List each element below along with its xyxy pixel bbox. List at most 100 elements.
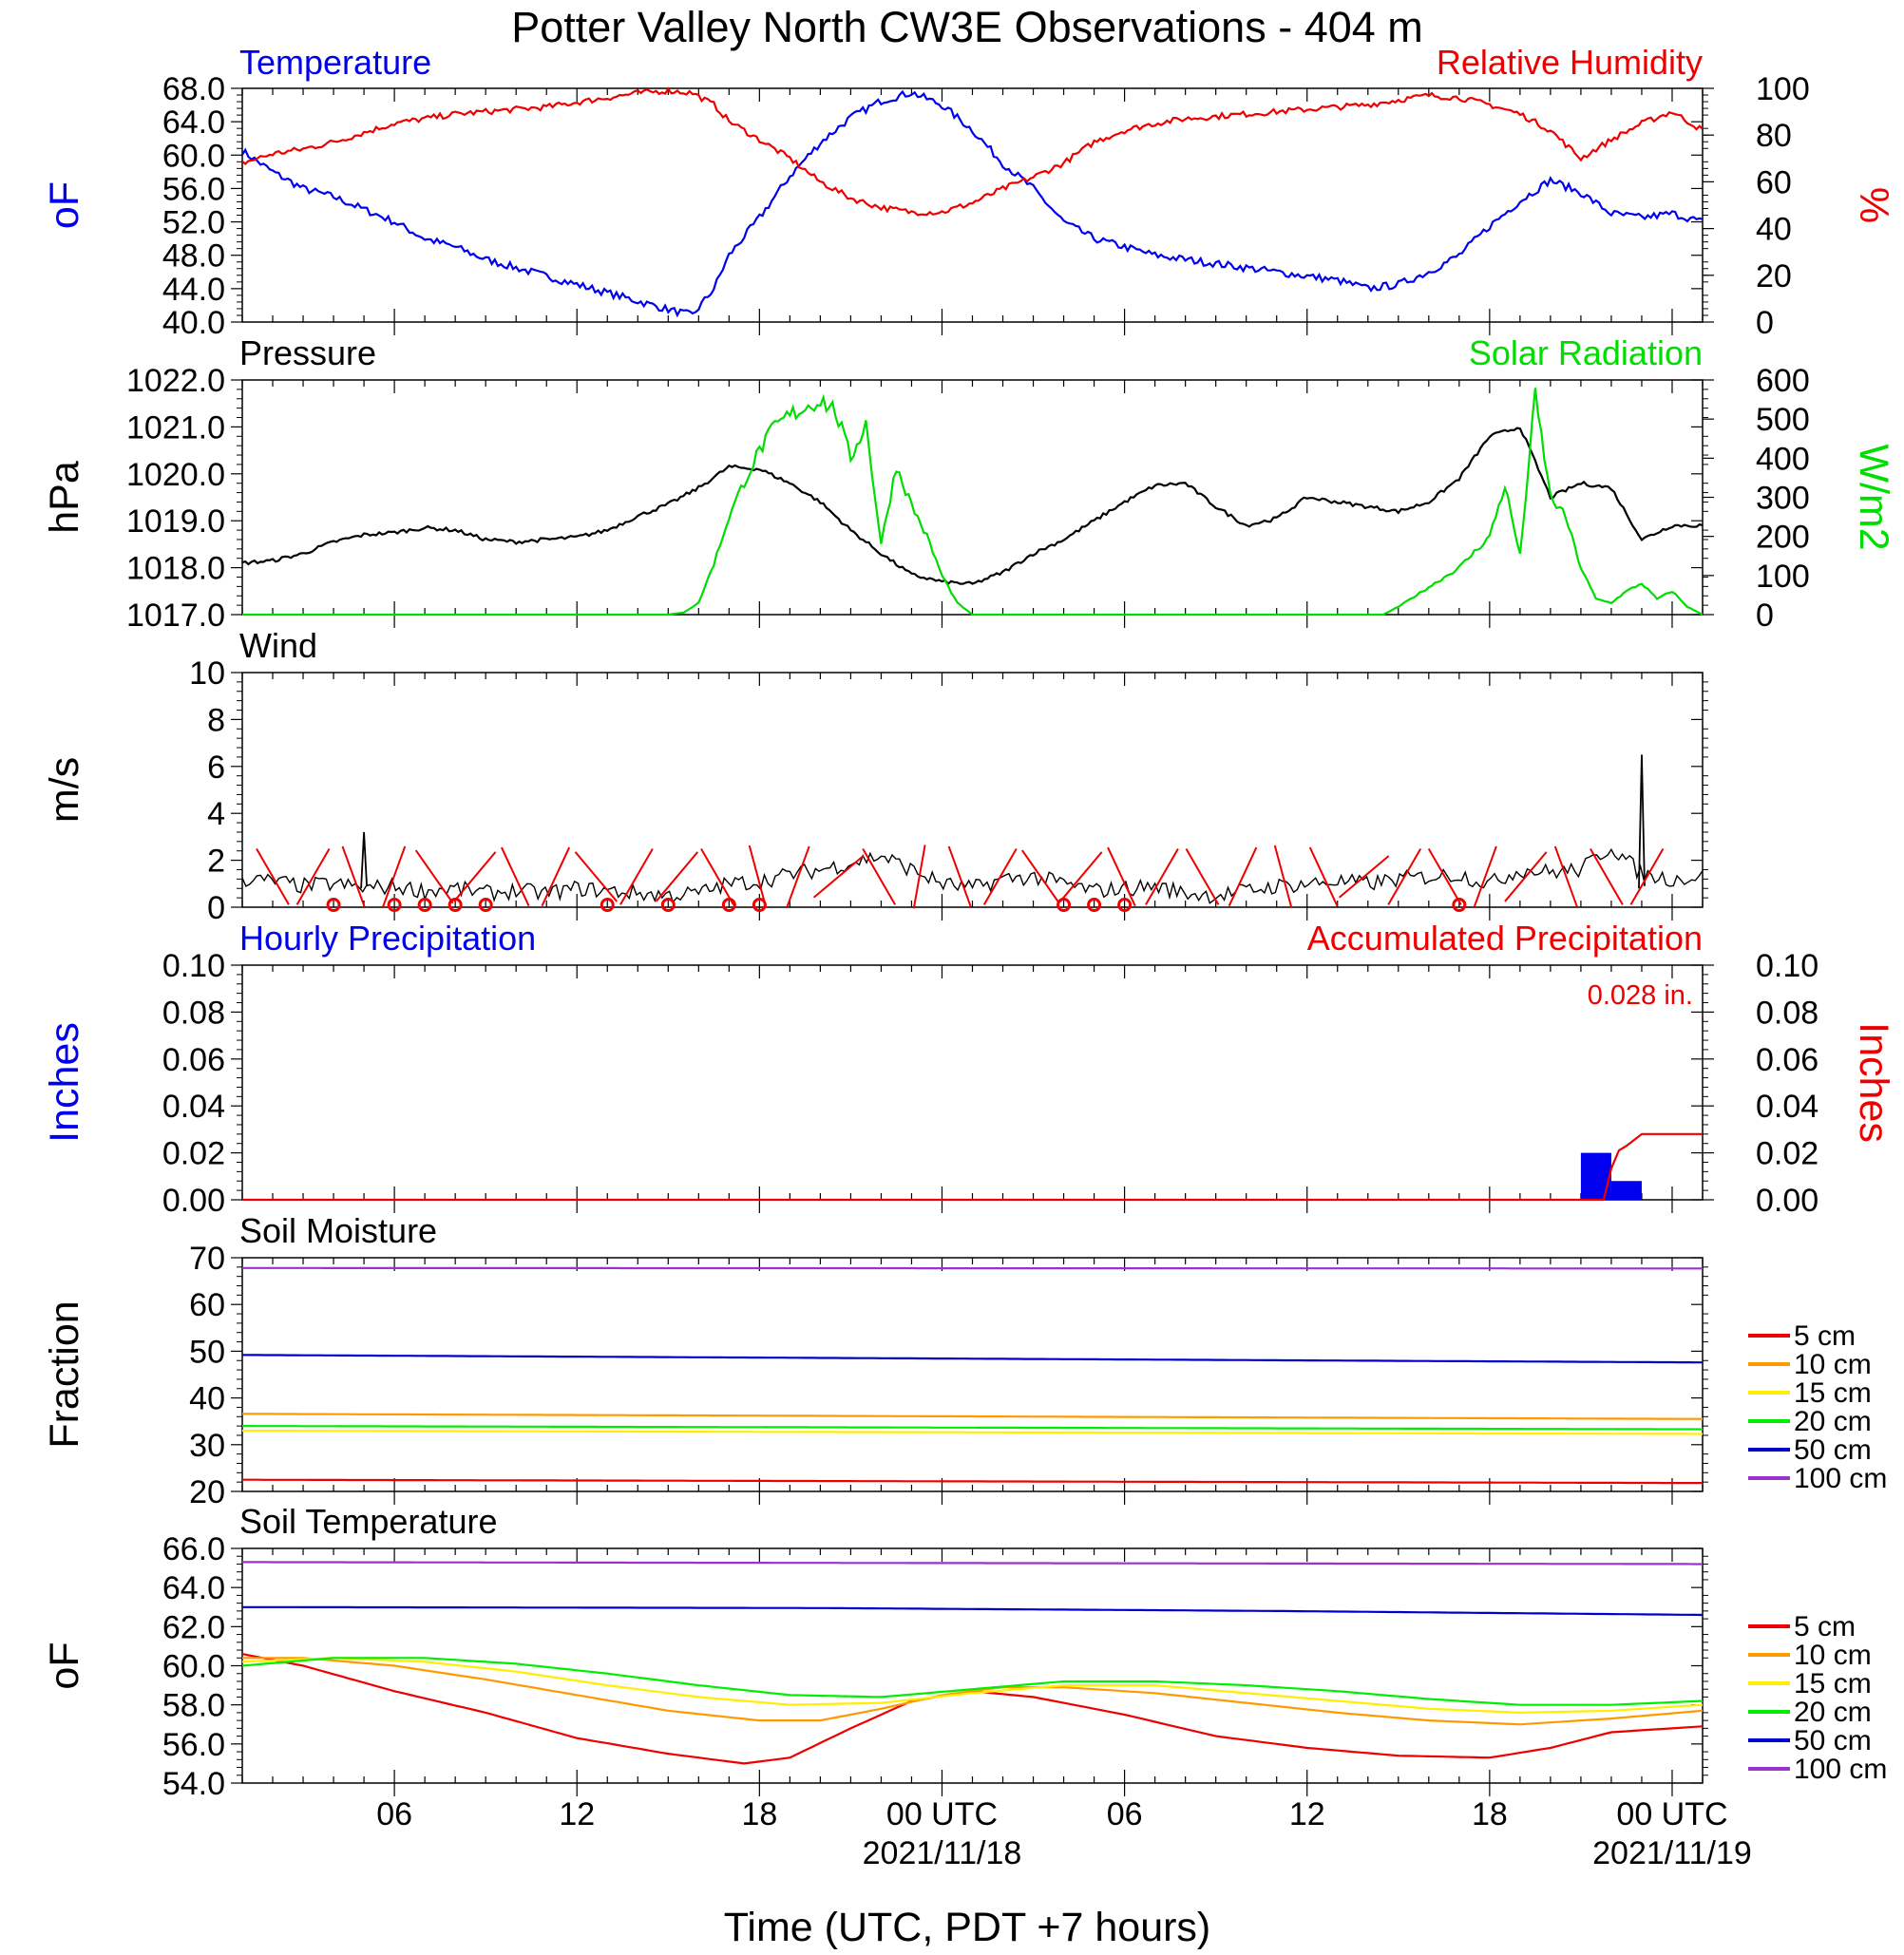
y-tick-label-right: 0.10	[1756, 948, 1818, 984]
series-relative-humidity	[241, 86, 1704, 217]
y-tick-label-right: 0.00	[1756, 1183, 1818, 1219]
series-100-cm	[242, 1561, 1703, 1566]
panel-precipitation: 0.00 0.02 0.04 0.06 0.08 0.10 0.00 0.02 0.04 0.06…	[42, 919, 1896, 1219]
x-tick-label: 12	[1289, 1796, 1325, 1832]
x-tick-label: 06	[1107, 1796, 1143, 1832]
calm-wind-marker	[387, 898, 402, 913]
panel-title-left: Pressure	[239, 333, 376, 372]
y-axis-label-left: oF	[42, 181, 87, 229]
wind-barb	[786, 845, 810, 908]
y-tick-label-left: 1020.0	[126, 457, 225, 493]
y-tick-label-left: 1021.0	[126, 409, 225, 446]
y-tick-label-left: 1018.0	[126, 551, 225, 587]
wind-gust-spike	[360, 831, 368, 889]
y-tick-label-left: 2	[207, 844, 225, 880]
wind-barb	[1228, 846, 1258, 907]
calm-wind-marker	[1057, 898, 1072, 913]
y-tick-label-left: 1022.0	[126, 363, 225, 399]
x-tick-label: 00 UTC	[886, 1796, 998, 1832]
y-tick-label-left: 0	[207, 890, 225, 926]
y-axis-label-right: W/m2	[1851, 444, 1896, 550]
wind-barb	[862, 847, 897, 905]
panel-title-right: Relative Humidity	[1437, 43, 1703, 82]
panel-pressure_solar: 1017.0 1018.0 1019.0 1020.0 1021.0 1022.0 0100…	[42, 333, 1896, 634]
y-tick-label-left: 62.0	[162, 1609, 225, 1645]
calm-wind-marker	[721, 898, 736, 913]
legend-label: 20 cm	[1794, 1406, 1872, 1437]
hourly-precip-bar	[1610, 1181, 1642, 1200]
series-15-cm	[241, 1429, 1703, 1435]
y-tick-label-right: 0.06	[1756, 1042, 1818, 1078]
wind-barb	[453, 851, 497, 902]
y-tick-label-left: 70	[189, 1241, 225, 1277]
y-tick-label-left: 52.0	[162, 205, 225, 241]
calm-wind-marker	[600, 898, 615, 913]
legend-label: 100 cm	[1794, 1754, 1887, 1785]
wind-barb	[574, 851, 618, 902]
y-tick-label-left: 40	[189, 1381, 225, 1417]
wind-barb	[295, 847, 331, 905]
y-tick-label-left: 64.0	[162, 104, 225, 141]
y-tick-label-right: 80	[1756, 118, 1792, 154]
y-tick-label-left: 48.0	[162, 238, 225, 275]
y-tick-label-left: 58.0	[162, 1688, 225, 1724]
legend-label: 15 cm	[1794, 1668, 1872, 1699]
y-tick-label-right: 0.04	[1756, 1089, 1818, 1125]
legend-label: 15 cm	[1794, 1377, 1872, 1409]
y-tick-label-left: 20	[189, 1474, 225, 1510]
series-50-cm	[241, 1354, 1703, 1364]
calm-wind-marker	[326, 898, 341, 913]
wind-barb	[700, 847, 734, 905]
y-tick-label-left: 50	[189, 1334, 225, 1370]
x-tick-label: 18	[741, 1796, 777, 1832]
y-tick-label-left: 6	[207, 750, 225, 786]
y-tick-label-left: 66.0	[162, 1531, 225, 1567]
panel-title-right: Solar Radiation	[1469, 333, 1703, 372]
panel-temperature_humidity: 40.044.048.052.056.060.064.068.0 0 20 40 60 8…	[42, 43, 1896, 341]
wind-barb	[947, 845, 972, 908]
wind-barb	[1059, 851, 1103, 902]
wind-barb	[1145, 847, 1179, 905]
y-tick-label-right: 40	[1756, 212, 1792, 248]
y-tick-label-left: 10	[189, 655, 225, 692]
panel-title-right: Accumulated Precipitation	[1307, 919, 1703, 958]
y-tick-label-right: 100	[1756, 559, 1810, 595]
panel-title-left: Soil Temperature	[239, 1502, 497, 1541]
wind-barb	[1308, 846, 1339, 907]
y-tick-label-left: 68.0	[162, 71, 225, 107]
y-tick-label-left: 1019.0	[126, 503, 225, 540]
series-15-cm	[241, 1657, 1704, 1715]
y-tick-label-right: 0	[1756, 305, 1774, 341]
y-tick-label-left: 0.06	[162, 1042, 225, 1078]
wind-barb	[1387, 847, 1422, 905]
series-100-cm	[242, 1266, 1703, 1270]
wind-barb	[341, 845, 366, 908]
series-10-cm	[242, 1657, 1704, 1726]
wind-barb	[1427, 847, 1462, 905]
y-tick-label-left: 0.10	[162, 948, 225, 984]
panel-soil_temperature: 54.056.058.060.0 62.064.066.0 oF Soil Tempe…	[42, 1502, 1887, 1802]
y-tick-label-left: 54.0	[162, 1766, 225, 1802]
wind-barb	[414, 849, 454, 904]
wind-barb	[812, 855, 865, 899]
wind-barb	[1629, 847, 1665, 905]
wind-barb	[1553, 845, 1578, 908]
series-20-cm	[241, 1657, 1704, 1706]
series-solar-radiation	[242, 388, 1704, 617]
y-tick-label-left: 56.0	[162, 171, 225, 207]
wind-barb	[912, 845, 926, 909]
series-accumulated-precipitation	[242, 1132, 1703, 1202]
y-axis-label-left: m/s	[42, 757, 87, 823]
y-tick-label-right: 60	[1756, 164, 1792, 200]
panel-title-left: Wind	[239, 626, 317, 665]
calm-wind-marker	[447, 898, 463, 913]
calm-wind-marker	[660, 898, 676, 913]
y-tick-label-right: 400	[1756, 441, 1810, 477]
chart-title: Potter Valley North CW3E Observations - …	[511, 3, 1423, 51]
legend-label: 10 cm	[1794, 1640, 1872, 1671]
wind-barb	[256, 847, 290, 905]
legend-label: 50 cm	[1794, 1434, 1872, 1466]
wind-barb	[748, 845, 768, 908]
wind-gust-spike	[1638, 754, 1646, 889]
